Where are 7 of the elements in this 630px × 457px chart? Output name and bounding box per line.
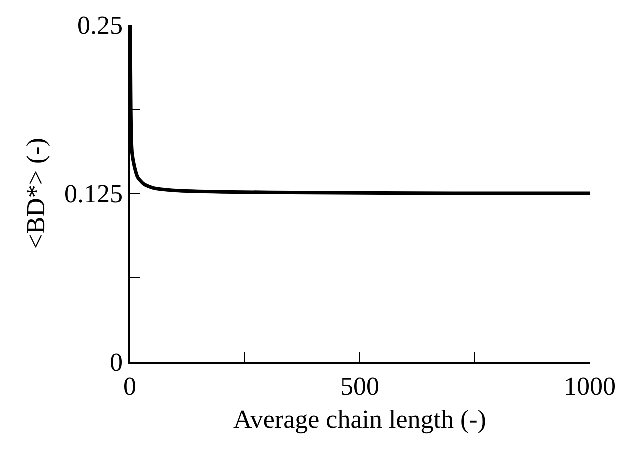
y-tick-label: 0 (110, 348, 124, 378)
x-tick-label: 1000 (564, 372, 616, 401)
x-axis-title: Average chain length (-) (234, 405, 486, 434)
x-tick-label: 500 (340, 372, 380, 401)
y-axis-title: <BD*> (-) (21, 138, 50, 249)
y-tick-label: 0.25 (78, 11, 124, 40)
y-tick-label: 0.125 (64, 180, 124, 209)
